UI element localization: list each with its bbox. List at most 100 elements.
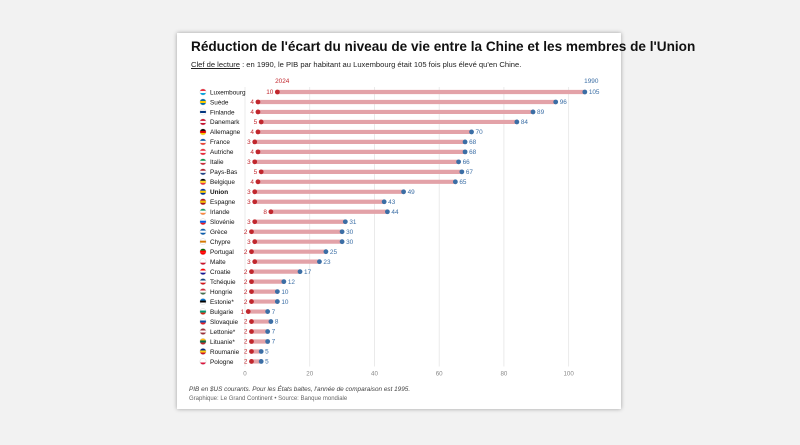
flag-band bbox=[199, 178, 207, 181]
dot-2024 bbox=[249, 269, 254, 275]
value-label-2024: 2 bbox=[244, 269, 248, 276]
flag-band bbox=[199, 208, 207, 211]
value-label-1990: 17 bbox=[304, 269, 312, 276]
flag-band bbox=[199, 332, 207, 335]
flag-band bbox=[199, 232, 207, 235]
flag-icon bbox=[199, 108, 207, 116]
value-label-2024: 5 bbox=[254, 169, 258, 176]
value-label-1990: 66 bbox=[463, 159, 471, 166]
flag-band bbox=[199, 202, 207, 205]
value-label-1990: 30 bbox=[346, 229, 354, 236]
dot-2024 bbox=[255, 99, 261, 105]
dot-1990 bbox=[342, 219, 348, 225]
dot-2024 bbox=[252, 219, 258, 225]
flag-band bbox=[199, 220, 207, 223]
dot-2024 bbox=[255, 129, 261, 135]
value-label-2024: 2 bbox=[244, 329, 248, 336]
dot-1990 bbox=[456, 159, 461, 165]
country-label: Pays-Bas bbox=[210, 169, 237, 176]
dot-1990 bbox=[582, 89, 588, 95]
flag-icon bbox=[199, 288, 207, 295]
country-label: Italie bbox=[210, 159, 224, 166]
flag-icon bbox=[199, 148, 207, 156]
value-label-1990: 65 bbox=[459, 179, 467, 186]
flag-band bbox=[199, 200, 207, 203]
dot-1990 bbox=[401, 189, 406, 195]
value-label-1990: 89 bbox=[537, 109, 545, 116]
country-label: Belgique bbox=[210, 179, 235, 186]
dot-1990 bbox=[553, 99, 559, 105]
flag-icon bbox=[199, 188, 207, 196]
value-label-1990: 31 bbox=[349, 219, 357, 226]
country-label: France bbox=[210, 139, 230, 146]
value-label-2024: 8 bbox=[263, 209, 267, 216]
chart-card: Réduction de l'écart du niveau de vie en… bbox=[177, 33, 695, 409]
flag-band bbox=[199, 310, 207, 313]
dot-2024 bbox=[252, 239, 258, 245]
x-tick-label: 100 bbox=[563, 370, 574, 377]
flag-band bbox=[199, 350, 207, 353]
dot-2024 bbox=[252, 159, 258, 165]
country-label: Lettonie* bbox=[210, 329, 236, 336]
flag-icon bbox=[199, 198, 207, 206]
flag-band bbox=[199, 148, 207, 151]
country-label: Luxembourg bbox=[210, 89, 246, 96]
flag-band bbox=[199, 312, 207, 315]
country-label: Pologne bbox=[210, 359, 234, 366]
flag-band bbox=[199, 180, 207, 183]
value-label-2024: 3 bbox=[247, 189, 251, 196]
value-label-1990: 10 bbox=[281, 289, 289, 296]
flag-icon bbox=[199, 328, 207, 335]
flag-band bbox=[199, 150, 207, 153]
flag-band bbox=[199, 230, 207, 233]
dot-2024 bbox=[268, 209, 274, 215]
flag-icon bbox=[199, 218, 207, 225]
value-label-2024: 3 bbox=[247, 239, 251, 246]
country-label: Danemark bbox=[210, 119, 240, 126]
flag-band bbox=[199, 292, 207, 295]
value-label-1990: 7 bbox=[272, 309, 276, 316]
country-label: Espagne bbox=[210, 199, 236, 206]
reading-key-label: Clef de lecture bbox=[191, 60, 240, 69]
value-label-1990: 43 bbox=[388, 199, 396, 206]
flag-band bbox=[199, 242, 207, 245]
dot-1990 bbox=[339, 229, 345, 235]
value-label-2024: 2 bbox=[244, 249, 248, 256]
dot-2024 bbox=[249, 249, 254, 255]
flag-icon bbox=[199, 208, 207, 216]
flag-band bbox=[199, 88, 207, 92]
flag-band bbox=[199, 280, 207, 283]
flag-band bbox=[199, 112, 207, 116]
flag-band bbox=[199, 138, 207, 141]
flag-band bbox=[199, 308, 207, 311]
flag-band bbox=[199, 168, 207, 171]
flag-band bbox=[199, 228, 207, 231]
flag-band bbox=[199, 258, 207, 261]
flag-icon bbox=[199, 98, 207, 106]
dot-2024 bbox=[249, 339, 254, 344]
flag-band bbox=[199, 120, 207, 124]
flag-band bbox=[199, 198, 207, 201]
flag-band bbox=[199, 108, 207, 111]
dot-2024 bbox=[255, 149, 261, 155]
country-label: Grèce bbox=[210, 229, 228, 236]
country-label: Allemagne bbox=[210, 129, 241, 136]
flag-icon bbox=[199, 138, 207, 146]
value-label-1990: 8 bbox=[275, 319, 279, 326]
reading-key: Clef de lecture : en 1990, le PIB par ha… bbox=[191, 60, 615, 69]
dot-1990 bbox=[514, 119, 520, 125]
flag-band bbox=[199, 268, 207, 271]
value-label-2024: 5 bbox=[254, 119, 258, 126]
flag-band bbox=[199, 240, 207, 243]
dot-2024 bbox=[255, 109, 261, 115]
dot-2024 bbox=[249, 319, 254, 324]
flag-icon bbox=[199, 268, 207, 275]
flag-icon bbox=[199, 348, 207, 355]
flag-band bbox=[199, 252, 207, 255]
flag-band bbox=[199, 218, 207, 221]
flag-icon bbox=[199, 158, 207, 166]
flag-band bbox=[199, 238, 207, 241]
value-label-2024: 2 bbox=[244, 289, 248, 296]
value-label-1990: 68 bbox=[469, 139, 477, 146]
flag-band bbox=[199, 210, 207, 213]
